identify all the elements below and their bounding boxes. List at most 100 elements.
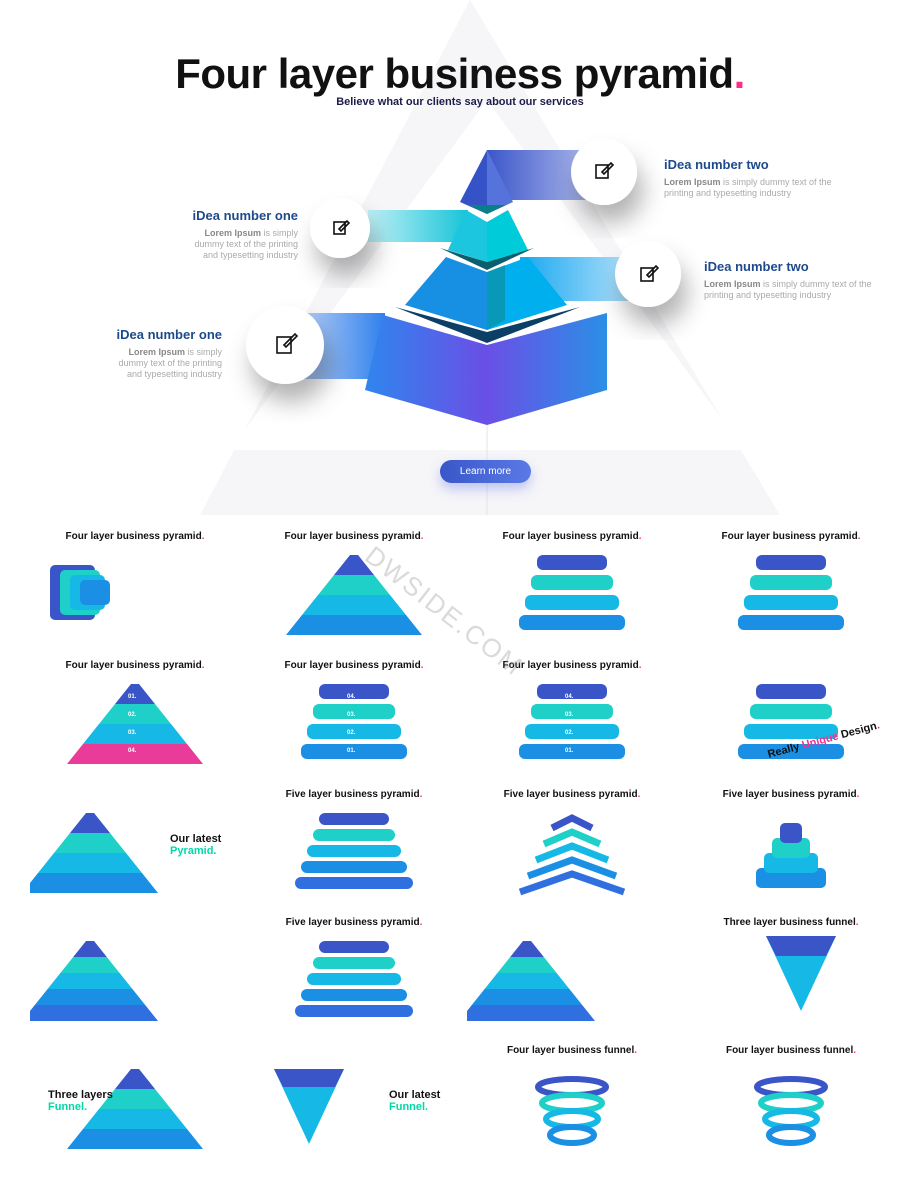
slide-thumbnail[interactable]: Four layer business pyramid. 01. 02. 03. 04. bbox=[30, 654, 240, 776]
hero-graphic bbox=[200, 0, 780, 515]
thumb-title: Four layer business pyramid. bbox=[65, 531, 205, 542]
pyramid-layer bbox=[334, 555, 374, 575]
layer-label: 03. bbox=[347, 712, 356, 718]
thumb-graphic bbox=[30, 813, 158, 893]
slide-thumbnail[interactable]: Four layer business funnel. bbox=[467, 1039, 677, 1161]
slide-thumbnail[interactable]: Four layer business pyramid. 04. 03. 02. 01. bbox=[249, 654, 459, 776]
layer-bar bbox=[295, 1005, 413, 1017]
slide-thumbnail[interactable]: Four layer business pyramid. bbox=[249, 525, 459, 647]
layer-label: 01. bbox=[128, 694, 137, 700]
edit-icon bbox=[276, 332, 299, 354]
layer-bar bbox=[750, 704, 832, 719]
pyramid-layer bbox=[54, 833, 126, 853]
pyramid-layer bbox=[99, 704, 171, 724]
slide-thumbnail[interactable]: Three layers Funnel. bbox=[30, 1039, 240, 1161]
title-text: Four layer business pyramid bbox=[175, 50, 734, 97]
edit-icon bbox=[333, 219, 351, 235]
pyramid-layer bbox=[30, 873, 158, 893]
thumb-title: Four layer business pyramid. bbox=[721, 531, 861, 542]
thumb-graphic bbox=[766, 936, 836, 1011]
funnel-ring bbox=[766, 1124, 816, 1146]
pyramid-layer bbox=[34, 989, 146, 1005]
layer-bar bbox=[301, 744, 407, 759]
layer-bar bbox=[750, 575, 832, 590]
thumb-graphic bbox=[756, 823, 826, 888]
thumb-graphic bbox=[50, 565, 110, 620]
layer-bar bbox=[519, 615, 625, 630]
idea-text: Lorem Ipsum is simply dummy text of the … bbox=[704, 279, 872, 300]
slide-thumbnail[interactable]: Five layer business pyramid. bbox=[686, 783, 896, 905]
pyramid-layer bbox=[497, 957, 557, 973]
slide-thumbnail[interactable]: Five layer business pyramid. bbox=[467, 783, 677, 905]
idea-text: Lorem Ipsum is simply dummy text of the … bbox=[664, 177, 832, 198]
slide-thumbnail[interactable]: Three layer business funnel. bbox=[686, 911, 896, 1033]
idea-title: iDea number two bbox=[704, 259, 809, 274]
chevron-layer bbox=[534, 842, 610, 864]
thumb-title: Four layer business pyramid. bbox=[284, 660, 424, 671]
layer-label: 02. bbox=[565, 730, 574, 736]
pyramid-layer bbox=[115, 684, 155, 704]
thumb-graphic bbox=[286, 555, 422, 635]
layer-bar bbox=[756, 555, 826, 570]
pyramid-layer bbox=[484, 973, 570, 989]
idea-upper-left: iDea number one Lorem Ipsum is simply dum… bbox=[108, 208, 298, 261]
layer-label: 02. bbox=[347, 730, 356, 736]
layer-bar bbox=[301, 989, 407, 1001]
layer-bar bbox=[525, 595, 619, 610]
slide-thumbnail[interactable]: Our latest Pyramid. bbox=[30, 783, 240, 905]
layer-label: 02. bbox=[128, 712, 137, 718]
slide-thumbnail[interactable]: Five layer business pyramid. bbox=[249, 911, 459, 1033]
thumb-graphic bbox=[519, 555, 625, 630]
slide-thumbnail[interactable]: Five layer business pyramid. bbox=[249, 783, 459, 905]
pyramid-layer bbox=[471, 989, 583, 1005]
thumb-graphic bbox=[535, 1076, 609, 1146]
thumb-title: Five layer business pyramid. bbox=[722, 789, 860, 800]
slide-thumbnail[interactable]: Our latest Funnel. bbox=[249, 1039, 459, 1161]
layer-bar bbox=[307, 845, 401, 857]
idea-mid-right: iDea number two Lorem Ipsum is simply dum… bbox=[704, 259, 894, 301]
pyramid-layer bbox=[318, 575, 390, 595]
layer-bar bbox=[537, 555, 607, 570]
layer-label: 03. bbox=[565, 712, 574, 718]
layer-bar bbox=[738, 744, 844, 759]
slide-thumbnail[interactable] bbox=[467, 911, 677, 1033]
slide-thumbnail[interactable]: Four layer business pyramid. bbox=[30, 525, 240, 647]
slide-thumbnail[interactable]: Four layer business pyramid. bbox=[686, 525, 896, 647]
slide-thumbnail[interactable]: Four layer business pyramid. 04. 03. 02. 01. bbox=[467, 654, 677, 776]
slide-thumbnail[interactable]: Four layer business pyramid. bbox=[467, 525, 677, 647]
layer-bar bbox=[313, 829, 395, 841]
edit-icon bbox=[640, 264, 660, 282]
pyramid-layer bbox=[30, 1005, 158, 1021]
learn-more-button[interactable]: Learn more bbox=[440, 460, 531, 483]
layer-bar bbox=[531, 575, 613, 590]
thumb-title: Five layer business pyramid. bbox=[285, 789, 423, 800]
layer-label: 04. bbox=[128, 748, 137, 754]
thumb-graphic bbox=[295, 813, 413, 889]
pyramid-layer bbox=[83, 1109, 187, 1129]
pyramid-layer bbox=[47, 973, 133, 989]
layer-bar bbox=[301, 861, 407, 873]
idea-title: iDea number one bbox=[192, 208, 298, 223]
thumb-graphic bbox=[518, 814, 626, 896]
funnel-ring bbox=[547, 1124, 597, 1146]
slide-thumbnail[interactable]: Really Unique Design. bbox=[686, 654, 896, 776]
layer-bar bbox=[307, 973, 401, 985]
pyramid-layer bbox=[115, 1069, 155, 1089]
chevron-layer bbox=[518, 870, 626, 896]
hero-slide: Four layer business pyramid. Believe wha… bbox=[0, 0, 920, 515]
slide-thumbnail[interactable] bbox=[30, 911, 240, 1033]
layer-bar bbox=[313, 957, 395, 969]
layer-label: 01. bbox=[565, 748, 574, 754]
layer-label: 01. bbox=[347, 748, 356, 754]
thumb-title: Four layer business pyramid. bbox=[65, 660, 205, 671]
thumb-graphic bbox=[274, 1069, 344, 1144]
layer-bar bbox=[531, 704, 613, 719]
thumb-graphic bbox=[738, 684, 844, 759]
slide-thumbnail[interactable]: Four layer business funnel. bbox=[686, 1039, 896, 1161]
pyramid-layer bbox=[67, 744, 203, 764]
layer-bar bbox=[525, 724, 619, 739]
idea-top-right: iDea number two Lorem Ipsum is simply dum… bbox=[664, 157, 854, 199]
layer-bar bbox=[744, 724, 838, 739]
thumb-graphic bbox=[30, 941, 158, 1021]
page-title: Four layer business pyramid. bbox=[0, 50, 920, 98]
